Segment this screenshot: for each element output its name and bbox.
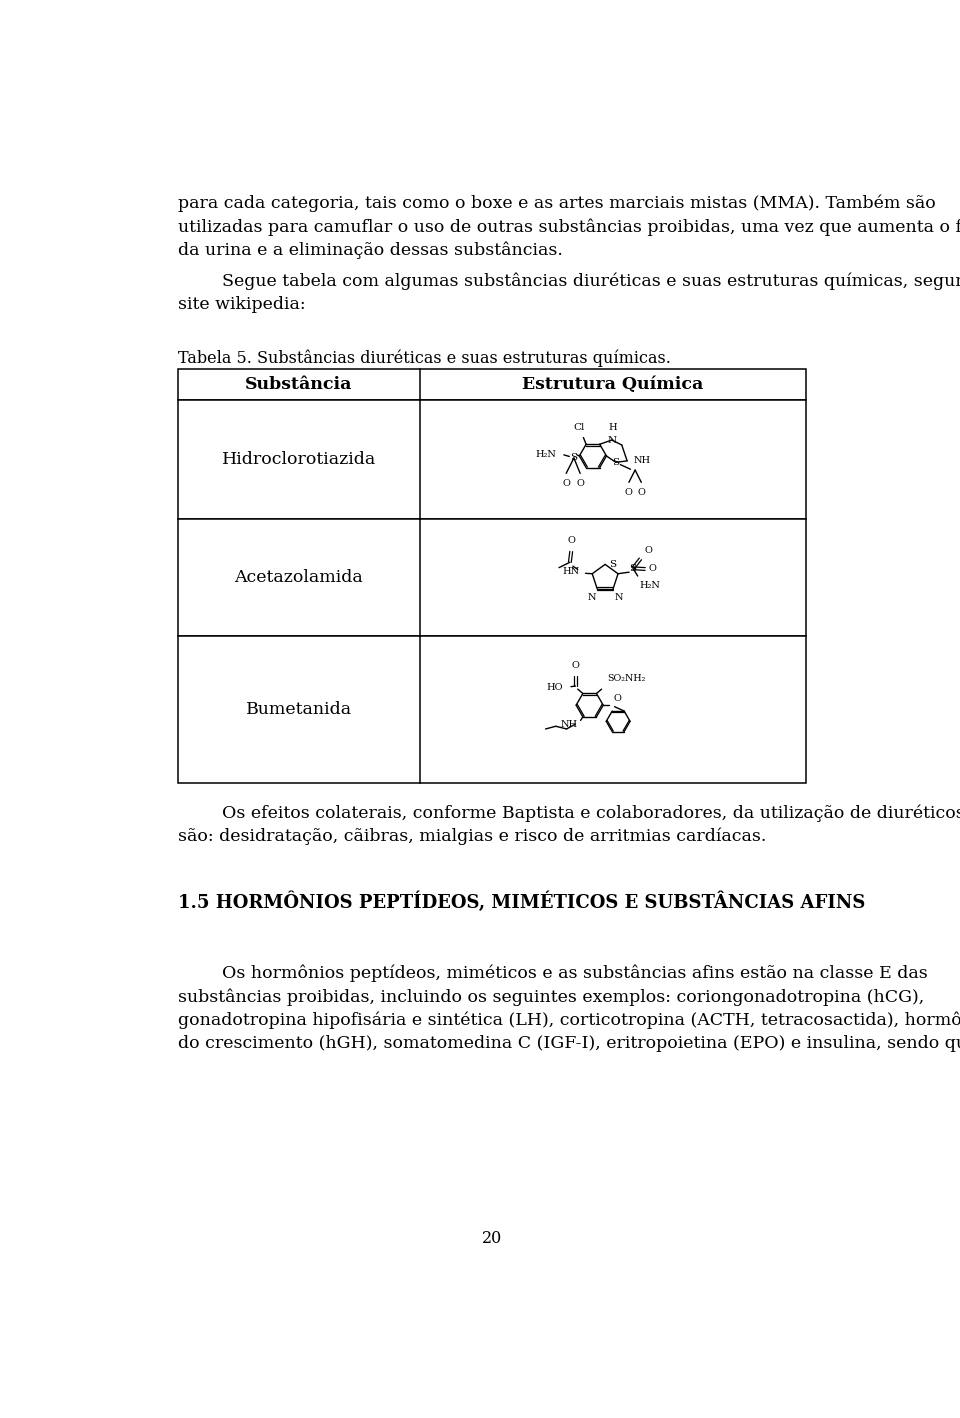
Text: H₂N: H₂N: [639, 581, 660, 590]
Text: O: O: [613, 693, 621, 703]
Text: do crescimento (hGH), somatomedina C (IGF-I), eritropoietina (EPO) e insulina, s: do crescimento (hGH), somatomedina C (IG…: [179, 1035, 960, 1052]
Text: O: O: [576, 479, 584, 488]
Text: O: O: [567, 536, 575, 546]
Text: são: desidratação, cãibras, mialgias e risco de arritmias cardíacas.: são: desidratação, cãibras, mialgias e r…: [179, 828, 766, 845]
Text: NH: NH: [561, 720, 578, 729]
Text: para cada categoria, tais como o boxe e as artes marciais mistas (MMA). Também s: para cada categoria, tais como o boxe e …: [179, 194, 936, 213]
Text: O: O: [571, 661, 580, 669]
Text: S: S: [570, 454, 578, 462]
Text: Os efeitos colaterais, conforme Baptista e colaboradores, da utilização de diuré: Os efeitos colaterais, conforme Baptista…: [179, 804, 960, 822]
Text: Cl: Cl: [574, 423, 586, 432]
Text: NH: NH: [634, 457, 651, 465]
Text: S: S: [612, 458, 619, 467]
Text: utilizadas para camuflar o uso de outras substâncias proibidas, uma vez que aume: utilizadas para camuflar o uso de outras…: [179, 218, 960, 235]
Text: Segue tabela com algumas substâncias diuréticas e suas estruturas químicas, segu: Segue tabela com algumas substâncias diu…: [179, 272, 960, 291]
Text: S: S: [630, 564, 636, 573]
Text: SO₂NH₂: SO₂NH₂: [607, 674, 645, 683]
Text: O: O: [563, 479, 570, 488]
Text: da urina e a eliminação dessas substâncias.: da urina e a eliminação dessas substânci…: [179, 242, 563, 259]
Text: Estrutura Química: Estrutura Química: [522, 376, 704, 393]
Text: O: O: [637, 488, 645, 496]
Text: 20: 20: [482, 1229, 502, 1246]
Text: HN: HN: [563, 567, 580, 576]
Text: Bumetanida: Bumetanida: [246, 700, 352, 718]
Bar: [179, 400, 805, 519]
Bar: [179, 519, 805, 637]
Text: O: O: [648, 564, 656, 573]
Bar: [179, 369, 805, 400]
Text: N: N: [614, 593, 623, 603]
Text: O: O: [644, 546, 652, 554]
Text: gonadotropina hipofisária e sintética (LH), corticotropina (ACTH, tetracosactida: gonadotropina hipofisária e sintética (L…: [179, 1012, 960, 1029]
Text: site wikipedia:: site wikipedia:: [179, 296, 305, 313]
Text: O: O: [625, 488, 633, 496]
Text: S: S: [609, 560, 616, 569]
Bar: [179, 637, 805, 783]
Text: H₂N: H₂N: [536, 451, 556, 459]
Text: N: N: [588, 593, 595, 603]
Text: Tabela 5. Substâncias diuréticas e suas estruturas químicas.: Tabela 5. Substâncias diuréticas e suas …: [179, 349, 671, 367]
Text: H: H: [609, 424, 617, 432]
Text: N: N: [608, 435, 616, 444]
Text: HO: HO: [547, 683, 564, 692]
Text: Hidroclorotiazida: Hidroclorotiazida: [222, 451, 376, 468]
Text: 1.5 HORMÔNIOS PEPTÍDEOS, MIMÉTICOS E SUBSTÂNCIAS AFINS: 1.5 HORMÔNIOS PEPTÍDEOS, MIMÉTICOS E SUB…: [179, 892, 866, 912]
Text: Substância: Substância: [245, 376, 352, 393]
Text: Acetazolamida: Acetazolamida: [234, 570, 363, 587]
Text: substâncias proibidas, incluindo os seguintes exemplos: coriongonadotropina (hCG: substâncias proibidas, incluindo os segu…: [179, 988, 924, 1005]
Text: Os hormônios peptídeos, miméticos e as substâncias afins estão na classe E das: Os hormônios peptídeos, miméticos e as s…: [179, 964, 928, 983]
